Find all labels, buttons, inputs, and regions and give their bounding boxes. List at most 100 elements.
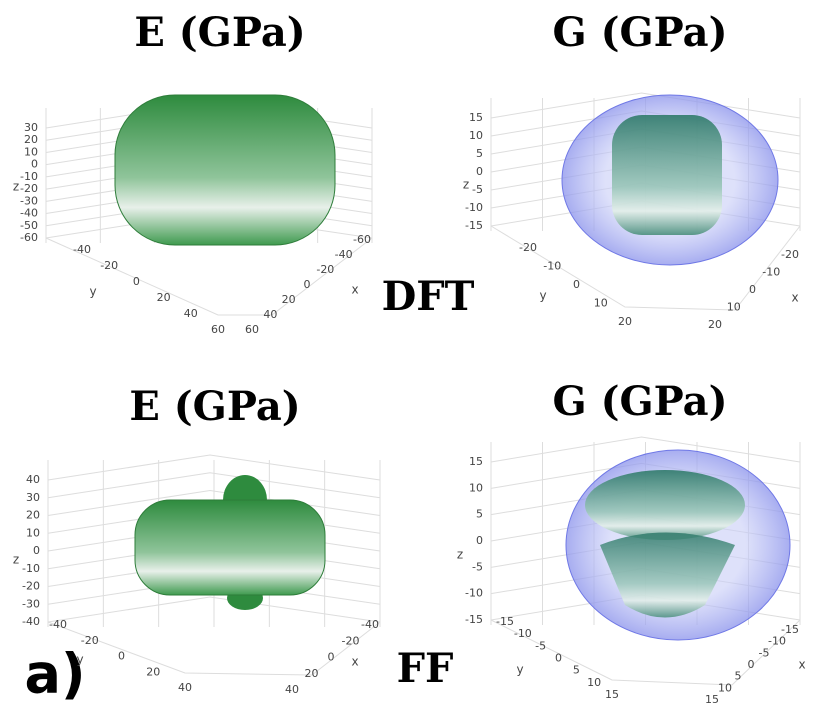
z-tick-label: -60 [20, 231, 38, 244]
z-tick-label: 40 [26, 473, 40, 486]
x-tick-label: -40 [361, 618, 379, 631]
z-axis-label: z [13, 180, 19, 194]
grid-line [45, 237, 373, 316]
grid-line [47, 472, 381, 499]
grid-line [47, 489, 381, 516]
x-tick-label: 40 [263, 308, 277, 321]
plot-panel [47, 454, 381, 676]
y-tick-label: -20 [100, 259, 118, 272]
x-tick-label: 5 [735, 670, 742, 683]
y-tick-label: -15 [496, 615, 514, 628]
z-tick-label: -30 [20, 194, 38, 207]
surface [134, 499, 326, 596]
z-tick-label: 15 [469, 455, 483, 468]
z-tick-label: -5 [472, 560, 483, 573]
y-axis-label: y [516, 663, 523, 677]
z-tick-label: -10 [22, 562, 40, 575]
z-tick-label: 15 [469, 111, 483, 124]
plot-panel [490, 436, 801, 686]
x-axis-label: x [791, 291, 798, 305]
z-tick-label: 30 [26, 491, 40, 504]
z-tick-label: -15 [465, 219, 483, 232]
x-tick-label: 20 [282, 293, 296, 306]
y-tick-label: 20 [146, 665, 160, 678]
panel-title: G (GPa) [552, 378, 727, 425]
z-tick-label: -40 [22, 615, 40, 628]
grid-line [47, 621, 381, 676]
grid-line [490, 619, 801, 686]
panel-title: E (GPa) [129, 383, 300, 430]
method-label: DFT [382, 273, 475, 320]
y-tick-label: -5 [535, 639, 546, 652]
x-tick-label: -20 [781, 248, 799, 261]
x-tick-label: -10 [762, 266, 780, 279]
y-tick-label: 60 [211, 323, 225, 336]
surface [585, 470, 745, 540]
x-tick-label: 60 [245, 323, 259, 336]
x-tick-label: -5 [759, 646, 770, 659]
y-tick-label: 15 [605, 688, 619, 701]
y-tick-label: 0 [555, 652, 562, 665]
z-tick-label: 0 [476, 534, 483, 547]
z-tick-label: 5 [476, 147, 483, 160]
plot-panel [490, 92, 801, 311]
y-axis-label: y [76, 653, 83, 667]
x-tick-label: 0 [304, 278, 311, 291]
method-label: FF [397, 645, 454, 692]
z-tick-label: 10 [469, 481, 483, 494]
x-tick-label: -40 [335, 248, 353, 261]
y-tick-label: -40 [49, 618, 67, 631]
z-axis-label: z [457, 548, 463, 562]
x-tick-label: 0 [328, 651, 335, 664]
y-axis-label: y [89, 285, 96, 299]
z-tick-label: 10 [24, 145, 38, 158]
y-tick-label: 20 [157, 291, 171, 304]
grid-line [490, 225, 801, 311]
z-tick-label: 10 [26, 526, 40, 539]
z-tick-label: -10 [465, 201, 483, 214]
x-tick-label: -20 [316, 263, 334, 276]
x-tick-label: 0 [749, 283, 756, 296]
z-tick-label: -50 [20, 219, 38, 232]
panel-title: G (GPa) [552, 9, 727, 56]
y-tick-label: 40 [178, 681, 192, 694]
y-tick-label: -40 [73, 243, 91, 256]
z-tick-label: -40 [20, 207, 38, 220]
z-tick-label: 0 [33, 544, 40, 557]
z-tick-label: -10 [20, 170, 38, 183]
z-tick-label: -10 [465, 587, 483, 600]
x-tick-label: 20 [708, 318, 722, 331]
y-tick-label: -10 [514, 627, 532, 640]
z-tick-label: 0 [31, 158, 38, 171]
z-tick-label: 30 [24, 121, 38, 134]
x-tick-label: -60 [353, 233, 371, 246]
x-axis-label: x [351, 283, 358, 297]
panel-label: a) [24, 643, 85, 706]
y-tick-label: 0 [118, 650, 125, 663]
y-tick-label: 0 [573, 278, 580, 291]
y-axis-label: y [539, 289, 546, 303]
z-tick-label: 5 [476, 508, 483, 521]
grid-line [490, 436, 801, 463]
z-tick-label: -5 [472, 183, 483, 196]
y-tick-label: -20 [519, 241, 537, 254]
z-tick-label: 0 [476, 165, 483, 178]
surface [114, 94, 336, 246]
y-tick-label: 20 [618, 315, 632, 328]
plot-panel [45, 94, 373, 316]
y-tick-label: -20 [81, 634, 99, 647]
x-tick-label: 0 [748, 658, 755, 671]
y-tick-label: -10 [543, 260, 561, 273]
surface [612, 115, 722, 235]
z-tick-label: 20 [24, 133, 38, 146]
z-axis-label: z [13, 553, 19, 567]
grid-line [47, 454, 381, 481]
x-tick-label: -15 [781, 623, 799, 636]
y-tick-label: 40 [184, 307, 198, 320]
x-tick-label: 20 [305, 667, 319, 680]
z-tick-label: 20 [26, 509, 40, 522]
grid-line [490, 92, 801, 119]
x-tick-label: -20 [342, 634, 360, 647]
x-tick-label: 40 [285, 683, 299, 696]
